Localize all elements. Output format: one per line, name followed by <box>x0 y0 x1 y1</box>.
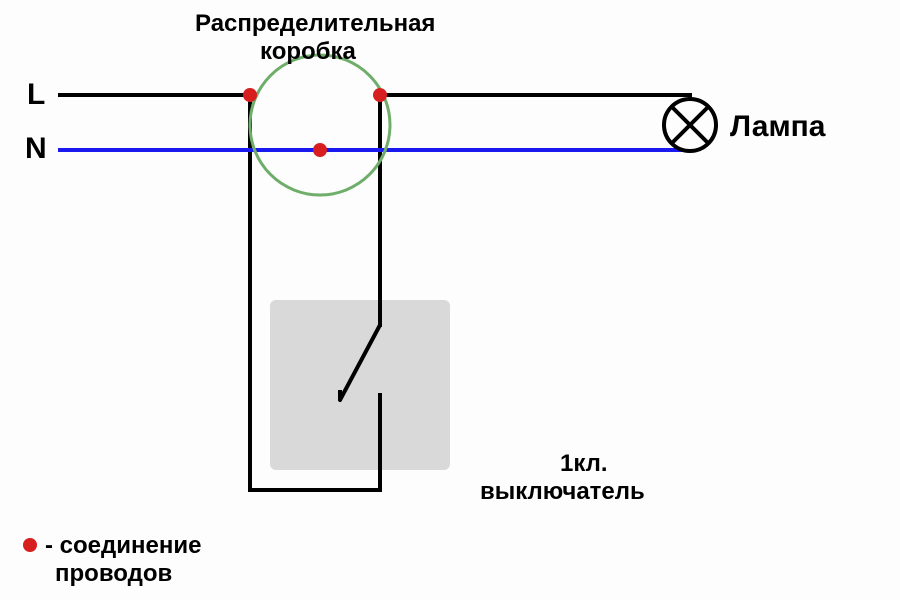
legend-text-1: - соединение <box>45 532 201 560</box>
legend-dot <box>23 538 37 552</box>
label-N: N <box>25 132 47 166</box>
junction-dot-0 <box>243 88 257 102</box>
junction-dot-1 <box>373 88 387 102</box>
title-line1: Распределительная <box>195 10 435 38</box>
wiring-diagram: Распределительная коробка L N Лампа 1кл.… <box>0 0 900 600</box>
switch-box <box>270 300 450 470</box>
junction-box-circle <box>250 55 390 195</box>
label-L: L <box>27 78 45 112</box>
junction-dot-2 <box>313 143 327 157</box>
label-switch-1: 1кл. <box>560 450 608 478</box>
title-line2: коробка <box>260 38 356 66</box>
label-switch-2: выключатель <box>480 478 645 506</box>
label-lamp: Лампа <box>730 110 825 144</box>
legend-text-2: проводов <box>55 560 172 588</box>
diagram-svg <box>0 0 900 600</box>
